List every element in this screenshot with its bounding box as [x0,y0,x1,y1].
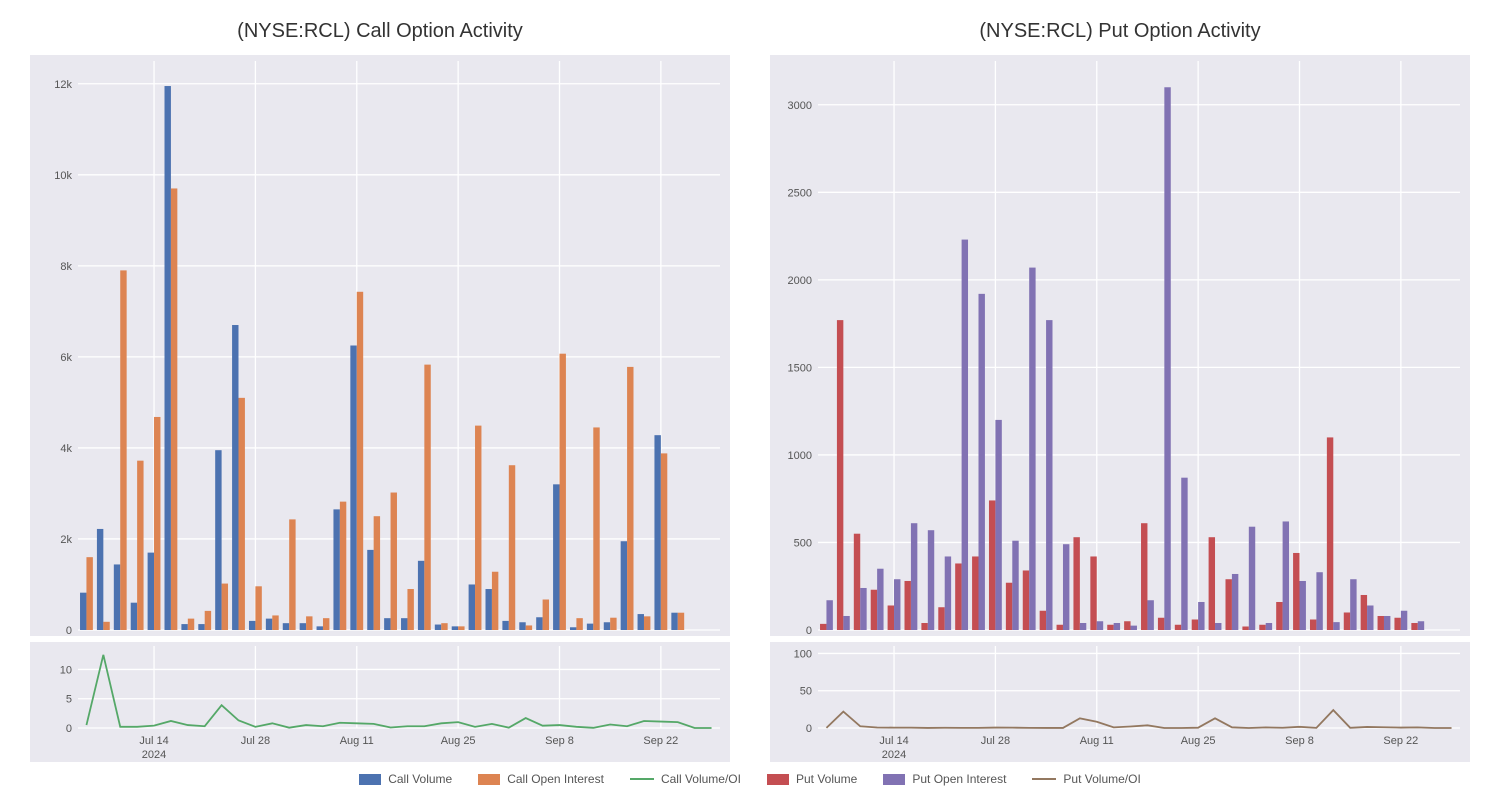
svg-text:Jul 28: Jul 28 [241,735,270,747]
figure: (NYSE:RCL) Call Option Activity 0 2k 4k 6k 8… [0,0,1500,800]
put-ratio-panel: 0 50 100 Jul 14 Jul 28 Aug 11 Aug 25 Sep 8 Sep 2… [770,642,1470,762]
svg-text:Aug 11: Aug 11 [340,735,374,747]
plots-row: (NYSE:RCL) Call Option Activity 0 2k 4k 6k 8… [0,0,1500,762]
svg-text:Aug 25: Aug 25 [1181,735,1216,747]
svg-text:5: 5 [66,694,72,706]
svg-text:Sep 22: Sep 22 [1383,735,1418,747]
svg-text:10: 10 [60,664,72,676]
legend-label: Call Volume [388,772,452,786]
put-bars-panel: 0 500 1000 1500 2000 2500 3000 [770,55,1470,636]
svg-text:1500: 1500 [788,362,812,374]
svg-text:Jul 28: Jul 28 [981,735,1010,747]
svg-text:2024: 2024 [142,749,166,761]
legend-item: Put Volume [767,772,857,786]
svg-text:0: 0 [66,625,72,636]
svg-text:Sep 8: Sep 8 [545,735,574,747]
svg-text:12k: 12k [54,79,72,91]
svg-text:2024: 2024 [882,749,906,761]
call-bars-panel: 0 2k 4k 6k 8k 10k 12k [30,55,730,636]
call-column: (NYSE:RCL) Call Option Activity 0 2k 4k 6k 8… [30,20,730,762]
call-bars-svg: 0 2k 4k 6k 8k 10k 12k [30,55,730,636]
svg-text:3000: 3000 [788,100,812,112]
svg-text:1000: 1000 [788,450,812,462]
svg-text:Sep 8: Sep 8 [1285,735,1314,747]
svg-text:4k: 4k [60,443,72,455]
put-title: (NYSE:RCL) Put Option Activity [770,20,1470,43]
legend-label: Call Volume/OI [661,772,741,786]
svg-text:2000: 2000 [788,275,812,287]
svg-text:2k: 2k [60,534,72,546]
put-bars-svg: 0 500 1000 1500 2000 2500 3000 [770,55,1470,636]
svg-text:0: 0 [66,723,72,735]
svg-text:Sep 22: Sep 22 [643,735,678,747]
svg-text:Jul 14: Jul 14 [139,735,168,747]
legend-swatch-rect [767,774,789,785]
svg-text:100: 100 [794,648,812,660]
legend-item: Call Volume/OI [630,772,741,786]
put-column: (NYSE:RCL) Put Option Activity 050010001… [770,20,1470,762]
legend-swatch-line [1032,778,1056,780]
svg-text:0: 0 [806,625,812,636]
legend-item: Call Open Interest [478,772,604,786]
svg-text:0: 0 [806,723,812,735]
legend-swatch-line [630,778,654,780]
legend-swatch-rect [359,774,381,785]
svg-text:8k: 8k [60,261,72,273]
legend: Call Volume Call Open Interest Call Volume… [0,762,1500,800]
legend-item: Put Volume/OI [1032,772,1140,786]
svg-text:2500: 2500 [788,187,812,199]
call-ratio-panel: 0 5 10 Jul 14 Jul 28 Aug 11 Aug 25 Sep 8 Sep 22 2… [30,642,730,762]
legend-label: Put Volume [796,772,857,786]
svg-text:500: 500 [794,537,812,549]
put-ratio-svg: 0 50 100 Jul 14 Jul 28 Aug 11 Aug 25 Sep 8 Sep 2… [770,642,1470,762]
legend-label: Call Open Interest [507,772,604,786]
svg-text:Aug 25: Aug 25 [441,735,476,747]
call-ratio-svg: 0 5 10 Jul 14 Jul 28 Aug 11 Aug 25 Sep 8 Sep 22 2… [30,642,730,762]
legend-item: Call Volume [359,772,452,786]
svg-text:6k: 6k [60,352,72,364]
legend-swatch-rect [478,774,500,785]
legend-swatch-rect [883,774,905,785]
legend-item: Put Open Interest [883,772,1006,786]
svg-text:10k: 10k [54,170,72,182]
svg-text:50: 50 [800,686,812,698]
legend-label: Put Volume/OI [1063,772,1140,786]
svg-text:Aug 11: Aug 11 [1080,735,1114,747]
svg-text:Jul 14: Jul 14 [879,735,908,747]
call-title: (NYSE:RCL) Call Option Activity [30,20,730,43]
legend-label: Put Open Interest [912,772,1006,786]
